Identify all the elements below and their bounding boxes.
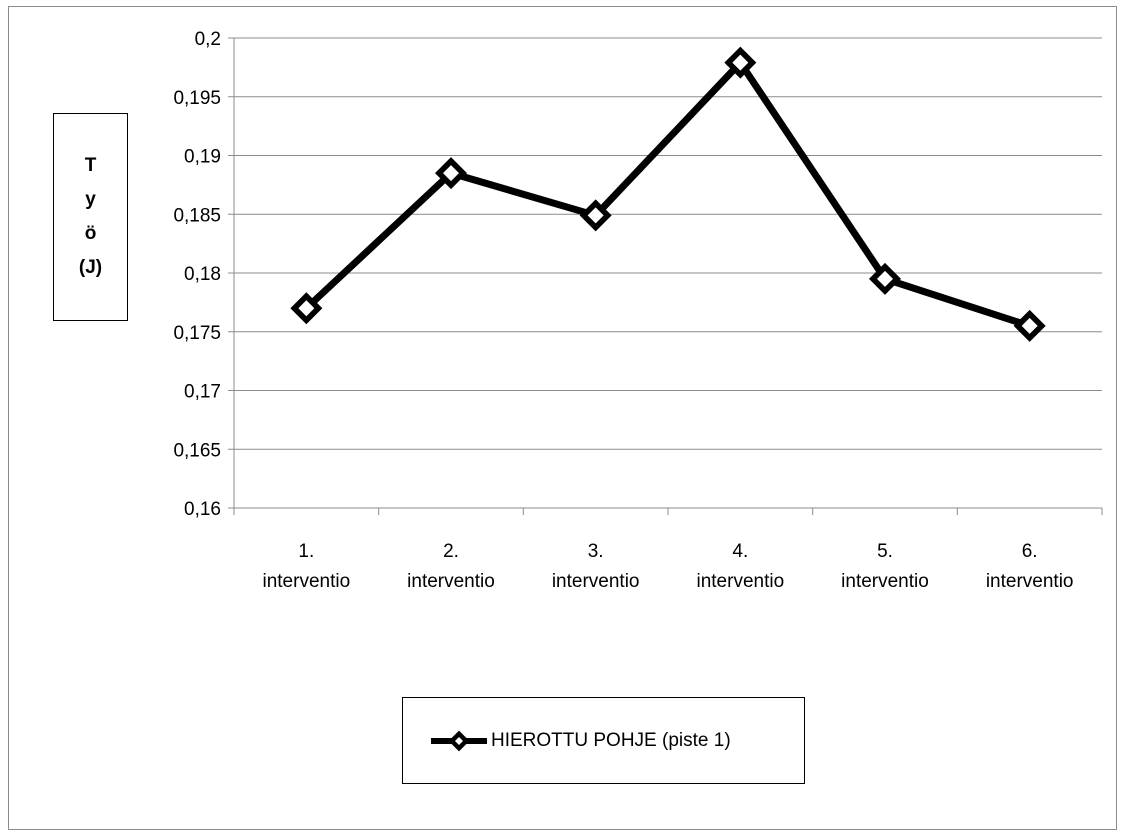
data-point (435, 157, 467, 190)
y-axis-label-char: T (84, 155, 97, 176)
legend: HIEROTTU POHJE (piste 1) (402, 697, 805, 784)
y-tick-label: 0,17 (184, 382, 221, 403)
y-tick-label: 0,175 (173, 323, 221, 344)
data-point (1013, 309, 1046, 342)
data-point (290, 292, 323, 325)
x-tick-label: 5. interventio (841, 541, 929, 592)
y-tick-label: 0,2 (195, 29, 221, 50)
legend-label: HIEROTTU POHJE (piste 1) (491, 729, 731, 751)
y-tick-label: 0,185 (173, 205, 221, 226)
x-tick-label: 2. interventio (407, 541, 495, 592)
data-point (724, 46, 757, 79)
y-axis-label: T y ö (J) (53, 113, 128, 321)
x-tick-label: 3. interventio (552, 541, 640, 592)
y-tick-label: 0,18 (184, 264, 221, 285)
series-line (302, 59, 1034, 330)
y-tick-label: 0,195 (173, 88, 221, 109)
y-axis-label-char: y (85, 189, 96, 210)
x-tick-label: 4. interventio (696, 541, 784, 592)
y-tick-label: 0,165 (173, 440, 221, 461)
data-point (579, 199, 612, 232)
x-tick-label: 1. interventio (262, 541, 350, 592)
chart-frame (8, 6, 1117, 830)
y-tick-label: 0,19 (184, 147, 221, 168)
legend-line-diamond-icon (431, 730, 487, 751)
y-tick-label: 0,16 (184, 499, 221, 520)
y-axis-label-char: ö (84, 223, 97, 244)
y-axis-label-char: (J) (78, 257, 103, 278)
data-point (869, 262, 901, 295)
x-tick-label: 6. interventio (986, 541, 1074, 592)
